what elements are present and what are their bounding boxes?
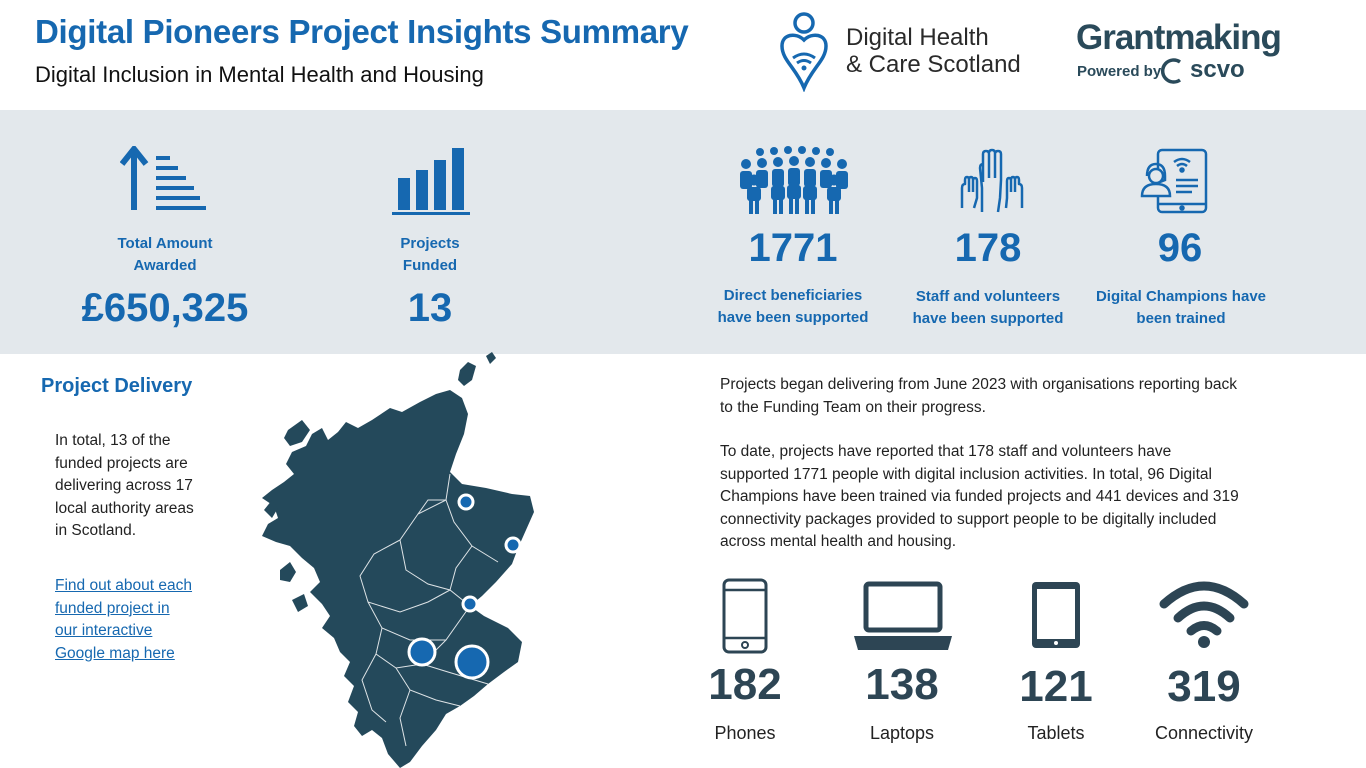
scvo-logo-icon	[1160, 58, 1182, 84]
laptops-label: Laptops	[869, 723, 935, 743]
summary-paragraph-2: To date, projects have reported that 178…	[720, 443, 1239, 550]
grantmaking-logo-word: Grantmaking	[1076, 18, 1282, 57]
beneficiaries-label: Direct beneficiaries have been supported	[717, 287, 869, 326]
summary-paragraph-1: Projects began delivering from June 2023…	[720, 376, 1237, 416]
staff-label: Staff and volunteers have been supported	[912, 288, 1064, 327]
champions-label: Digital Champions have been trained	[1095, 288, 1267, 327]
projects-funded-value: 13	[407, 286, 453, 330]
tablets-label: Tablets	[1027, 723, 1085, 743]
total-amount-value: £650,325	[81, 286, 249, 330]
project-delivery-text: In total, 13 of the funded projects are …	[55, 432, 194, 539]
bar-chart-icon	[392, 148, 470, 215]
scotland-map	[262, 352, 534, 768]
page-title: Digital Pioneers Project Insights Summar…	[35, 13, 689, 50]
project-delivery-heading: Project Delivery	[41, 375, 193, 397]
interactive-map-link[interactable]: Find out about each funded project in ou…	[55, 577, 193, 662]
stats-band	[0, 110, 1366, 354]
tablet-icon	[1032, 582, 1080, 648]
connectivity-value: 319	[1167, 662, 1241, 711]
champions-value: 96	[1157, 226, 1203, 270]
crowd-icon	[740, 146, 848, 214]
raised-hands-icon	[960, 148, 1024, 213]
laptop-icon	[854, 581, 952, 650]
phones-value: 182	[708, 660, 782, 709]
phones-label: Phones	[714, 723, 776, 743]
laptops-value: 138	[865, 660, 939, 709]
scvo-logo-text: scvo	[1190, 56, 1245, 83]
dhcs-logo-text: Digital Health & Care Scotland	[846, 24, 1021, 78]
total-amount-label: Total Amount Awarded	[117, 235, 213, 274]
staff-value: 178	[954, 226, 1022, 270]
dhcs-logo-icon	[780, 12, 828, 92]
projects-funded-label: Projects Funded	[400, 235, 460, 274]
wifi-icon	[1159, 581, 1249, 648]
tablet-support-icon	[1140, 148, 1208, 214]
phone-icon	[722, 578, 768, 654]
tablets-value: 121	[1019, 662, 1093, 711]
page-subtitle: Digital Inclusion in Mental Health and H…	[35, 62, 484, 87]
grantmaking-powered-by: Powered by	[1077, 63, 1162, 80]
arrow-up-lines-icon	[120, 146, 206, 210]
beneficiaries-value: 1771	[748, 226, 838, 270]
connectivity-label: Connectivity	[1154, 723, 1254, 743]
